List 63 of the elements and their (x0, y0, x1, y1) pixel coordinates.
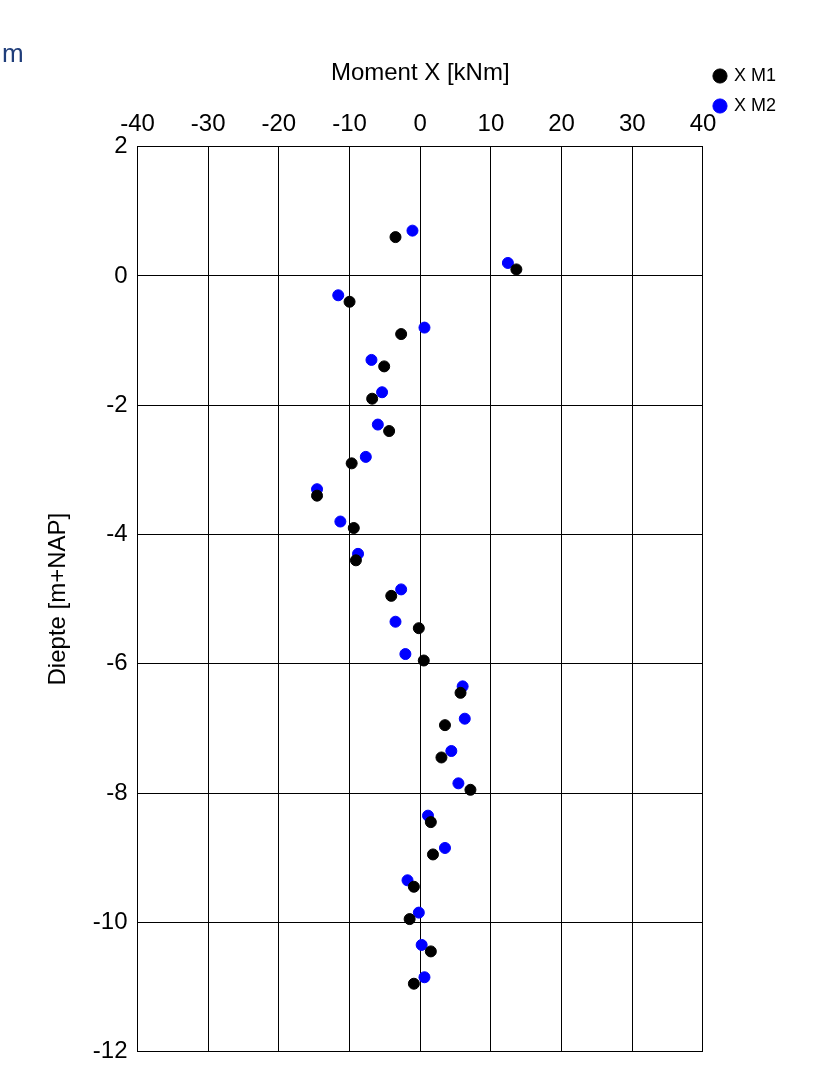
point (454, 686, 467, 699)
x-tick-label: 10 (477, 108, 505, 136)
point (424, 816, 437, 829)
point (424, 945, 437, 958)
y-tick-label: -12 (92, 1036, 128, 1064)
point (464, 783, 477, 796)
point (426, 848, 439, 861)
point (365, 353, 378, 366)
y-tick-label: -8 (106, 777, 128, 805)
point (349, 554, 362, 567)
point (438, 841, 451, 854)
point (378, 360, 391, 373)
y-tick-label: -2 (106, 389, 128, 417)
point (407, 977, 420, 990)
x-tick-label: 0 (413, 108, 427, 136)
point (438, 719, 451, 732)
point (418, 321, 431, 334)
legend-label: X M1 (733, 64, 776, 85)
x-tick-label: -20 (261, 108, 297, 136)
point (395, 328, 408, 341)
x-tick-label: -10 (332, 108, 367, 136)
point (395, 583, 408, 596)
point (403, 913, 416, 926)
point (399, 648, 412, 661)
chart-title: m (2, 38, 24, 69)
point (412, 906, 425, 919)
point (418, 971, 431, 984)
point (415, 938, 428, 951)
point (371, 418, 384, 431)
point (334, 515, 347, 528)
point (343, 295, 356, 308)
x-tick-label: 20 (548, 108, 575, 136)
x-tick-label: -30 (190, 108, 226, 136)
y-tick-label: -4 (106, 519, 128, 547)
point (366, 392, 379, 405)
point (501, 256, 514, 269)
point (376, 386, 389, 399)
point (389, 615, 402, 628)
x-axis-title: Moment X [kNm] (330, 58, 510, 86)
point (445, 745, 458, 758)
point (452, 777, 465, 790)
point (417, 654, 430, 667)
y-tick-label: -6 (106, 648, 128, 676)
y-axis-title: Diepte [m+NAP] (43, 512, 71, 686)
point (389, 231, 402, 244)
y-tick-label: -10 (92, 906, 128, 934)
point (510, 263, 523, 276)
point (359, 450, 372, 463)
y-tick-label: 0 (114, 260, 128, 288)
x-tick-label: 30 (618, 108, 646, 136)
legend-label: X M2 (733, 94, 776, 115)
point (345, 457, 358, 470)
point (385, 589, 398, 602)
point (406, 224, 419, 237)
point (347, 521, 360, 534)
point (332, 289, 345, 302)
point (311, 489, 324, 502)
point (407, 880, 420, 893)
point (435, 751, 448, 764)
point (412, 622, 425, 635)
point (383, 425, 396, 438)
point (458, 712, 471, 725)
x-tick-label: 40 (689, 108, 717, 136)
